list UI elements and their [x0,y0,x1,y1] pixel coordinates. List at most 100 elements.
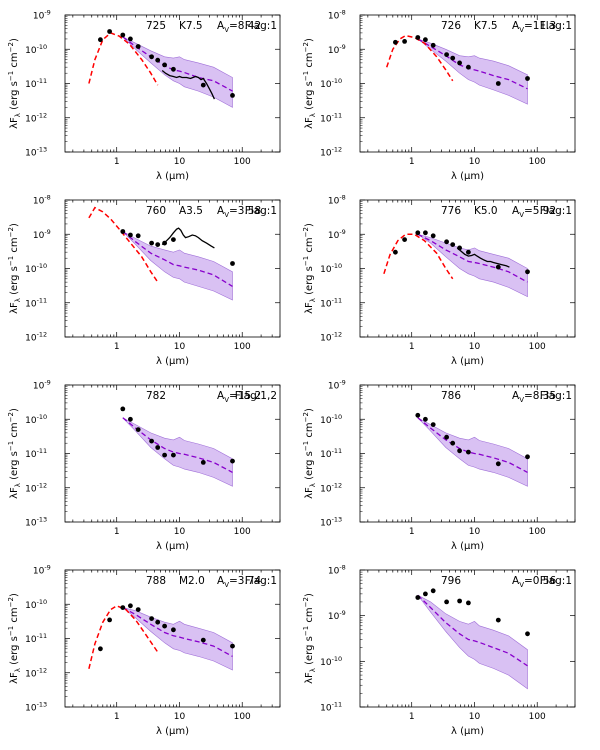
y-tick-label: 10-12 [320,481,342,494]
data-point [423,37,428,43]
flag-label: Flag:1 [540,205,572,217]
x-tick-label: 10 [174,527,186,537]
data-point [230,458,235,464]
data-point [495,617,501,623]
data-point [430,422,436,427]
data-point [444,239,449,245]
panel-782: 1 10 100 10-9 10-10 10-11 10-12 10-13 λ (μm) λFλ … [7,379,281,552]
y-tick-label: 10-9 [33,228,51,241]
data-point [135,44,141,49]
panel-id: 786 [441,390,461,402]
data-point [525,454,530,460]
x-tick-label: 1 [409,342,415,352]
x-tick-label: 1 [114,342,120,352]
model-line [122,607,233,657]
y-axis-label: λFλ (erg s−1 cm−2) [302,593,317,684]
axes-frame [359,14,576,153]
y-tick-label: 10-10 [320,262,342,275]
x-tick-label: 100 [234,342,251,352]
panel-788: 1 10 100 10-9 10-10 10-11 10-12 10-13 λ (μm) λFλ … [7,564,281,737]
data-point [98,37,103,43]
spectral-type: M2.0 [179,575,205,587]
y-tick-label: 10-9 [33,564,51,577]
model-line [122,417,233,473]
data-point [393,249,398,255]
data-point [230,261,235,266]
data-point [107,29,112,34]
panel-id: 796 [441,575,461,587]
data-point [155,242,161,248]
y-tick-label: 10-11 [25,77,47,90]
x-tick-label: 1 [409,712,415,722]
x-tick-label: 100 [529,712,546,722]
data-point [466,449,471,455]
panel-id: 782 [146,390,166,402]
x-axis-label: λ (μm) [156,171,189,182]
y-tick-label: 10-13 [25,146,47,159]
x-tick-label: 1 [409,527,415,537]
panel-id: 788 [146,575,166,587]
x-tick-label: 10 [174,157,186,167]
panel-id: 760 [146,205,166,217]
spectral-type: K7.5 [474,20,498,32]
y-tick-label: 10-8 [328,564,346,577]
data-point [525,631,530,637]
x-tick-label: 1 [114,527,120,537]
y-axis-label: λFλ (erg s−1 cm−2) [302,38,317,129]
data-point [135,607,141,612]
extinction-label: AV=15.2 [217,390,261,404]
data-point [495,264,501,270]
data-point [457,598,462,604]
x-tick-label: 10 [469,157,481,167]
data-point [155,445,161,450]
y-tick-label: 10-11 [25,296,47,309]
model-line [122,230,233,287]
x-tick-label: 100 [234,712,251,722]
panel-760: 1 10 100 10-8 10-9 10-10 10-11 10-12 λ (μm) λFλ (… [7,194,281,367]
data-point [120,406,126,412]
y-axis-label: λFλ (erg s−1 cm−2) [7,38,22,129]
y-tick-label: 10-8 [328,194,346,207]
x-axis-label: λ (μm) [156,356,189,367]
data-point [120,605,126,610]
photosphere-line [383,233,454,280]
data-point [415,35,421,40]
data-point [450,242,456,248]
extinction-label: AV=8.42 [217,20,261,34]
plot-area [88,603,235,671]
x-axis-label: λ (μm) [156,726,189,737]
data-point [450,440,456,446]
data-point [171,237,176,243]
y-tick-label: 10-12 [320,146,342,159]
y-tick-label: 10-10 [25,43,47,56]
panel-786: 1 10 100 10-9 10-10 10-11 10-12 10-13 λ (μm) λFλ … [302,379,576,552]
spectral-type: K7.5 [179,20,203,32]
x-tick-label: 100 [234,157,251,167]
y-tick-label: 10-11 [320,111,342,124]
flag-label: Flag:1 [540,390,572,402]
plot-area [120,406,235,487]
data-point [457,448,462,454]
data-point [430,588,436,594]
x-tick-label: 100 [529,527,546,537]
y-tick-label: 10-8 [328,9,346,22]
data-point [393,39,398,45]
spectrum-line [161,227,215,249]
panel-id: 776 [441,205,461,217]
model-line [122,36,233,92]
data-point [162,623,168,629]
spectrum-line [456,247,510,268]
model-band [122,36,233,108]
extinction-label: AV=0.56 [512,575,556,589]
y-tick-label: 10-11 [25,632,47,645]
photosphere-line [88,32,159,86]
data-point [120,229,126,234]
y-tick-label: 10-10 [25,598,47,611]
y-tick-label: 10-9 [328,379,346,392]
extinction-label: AV=11.3 [512,20,556,34]
data-point [162,240,168,246]
x-tick-label: 1 [409,157,415,167]
axes-frame [64,14,281,153]
panel-776: 1 10 100 10-8 10-9 10-10 10-11 10-12 λ (μm) λFλ (… [302,194,576,367]
